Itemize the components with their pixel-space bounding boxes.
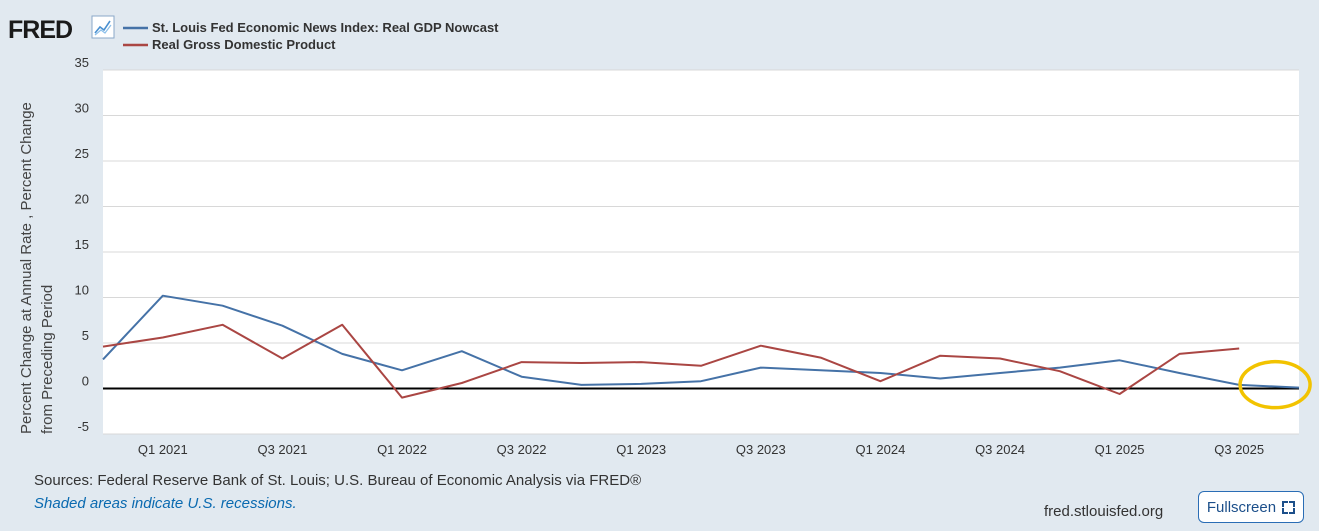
x-tick-label: Q1 2023 xyxy=(616,442,666,457)
x-tick-label: Q3 2023 xyxy=(736,442,786,457)
data-point[interactable] xyxy=(1296,385,1302,391)
data-point[interactable] xyxy=(758,343,764,349)
highlight-circle xyxy=(1238,359,1312,410)
data-point[interactable] xyxy=(937,375,943,381)
x-tick-label: Q1 2024 xyxy=(855,442,905,457)
y-tick-label: 15 xyxy=(75,237,89,252)
data-point[interactable] xyxy=(339,322,345,328)
data-point[interactable] xyxy=(877,378,883,384)
data-point[interactable] xyxy=(818,355,824,361)
data-point[interactable] xyxy=(698,363,704,369)
data-point[interactable] xyxy=(698,378,704,384)
annotation xyxy=(1238,359,1312,410)
data-point[interactable] xyxy=(1236,345,1242,351)
data-point[interactable] xyxy=(1176,351,1182,357)
recessions-link[interactable]: Shaded areas indicate U.S. recessions. xyxy=(34,495,297,512)
data-point[interactable] xyxy=(459,348,465,354)
data-point[interactable] xyxy=(339,351,345,357)
y-axis-title-line-1: Percent Change at Annual Rate , Percent … xyxy=(18,102,35,434)
data-point[interactable] xyxy=(1117,357,1123,363)
data-point[interactable] xyxy=(818,367,824,373)
data-point[interactable] xyxy=(758,365,764,371)
y-tick-label: -5 xyxy=(77,419,89,434)
series xyxy=(100,293,1302,401)
data-point[interactable] xyxy=(399,395,405,401)
fullscreen-label: Fullscreen xyxy=(1206,498,1277,516)
x-tick-label: Q3 2021 xyxy=(257,442,307,457)
data-point[interactable] xyxy=(1117,391,1123,397)
data-point[interactable] xyxy=(1176,370,1182,376)
data-point[interactable] xyxy=(220,322,226,328)
data-point[interactable] xyxy=(279,355,285,361)
y-ticks: 35 30 25 20 15 10 5 0 -5 xyxy=(75,55,89,434)
legend: St. Louis Fed Economic News Index: Real … xyxy=(123,20,499,52)
x-tick-label: Q1 2025 xyxy=(1095,442,1145,457)
series-line-gdp[interactable] xyxy=(102,323,1240,399)
grid xyxy=(103,69,1299,435)
data-point[interactable] xyxy=(100,356,106,362)
data-point[interactable] xyxy=(578,360,584,366)
data-point[interactable] xyxy=(519,374,525,380)
expand-icon xyxy=(1282,500,1296,514)
data-point[interactable] xyxy=(638,381,644,387)
data-point[interactable] xyxy=(160,335,166,341)
x-tick-label: Q3 2022 xyxy=(497,442,547,457)
site-url[interactable]: fred.stlouisfed.org xyxy=(1044,503,1164,520)
sources-text: Sources: Federal Reserve Bank of St. Lou… xyxy=(34,472,642,489)
data-point[interactable] xyxy=(997,370,1003,376)
series-line-nowcast[interactable] xyxy=(102,294,1300,389)
data-point[interactable] xyxy=(877,370,883,376)
x-tick-label: Q3 2025 xyxy=(1214,442,1264,457)
data-point[interactable] xyxy=(399,367,405,373)
data-point[interactable] xyxy=(220,303,226,309)
data-point[interactable] xyxy=(578,382,584,388)
line-chart-icon xyxy=(91,15,115,39)
y-tick-label: 20 xyxy=(75,192,89,207)
fred-logo[interactable]: FRED xyxy=(8,16,73,44)
data-point[interactable] xyxy=(459,380,465,386)
data-point[interactable] xyxy=(519,359,525,365)
data-point[interactable] xyxy=(279,323,285,329)
x-ticks: Q1 2021 Q3 2021 Q1 2022 Q3 2022 Q1 2023 Q3 20… xyxy=(138,442,1264,457)
data-point[interactable] xyxy=(160,293,166,299)
data-point[interactable] xyxy=(997,355,1003,361)
y-tick-label: 30 xyxy=(75,101,89,116)
y-tick-label: 0 xyxy=(82,374,89,389)
y-tick-label: 10 xyxy=(75,283,89,298)
legend-label-gdp: Real Gross Domestic Product xyxy=(152,37,336,52)
data-point[interactable] xyxy=(937,353,943,359)
x-tick-label: Q3 2024 xyxy=(975,442,1025,457)
y-tick-label: 35 xyxy=(75,55,89,70)
legend-label-nowcast: St. Louis Fed Economic News Index: Real … xyxy=(152,20,499,35)
y-tick-label: 5 xyxy=(82,328,89,343)
y-axis-title-line-2: from Preceding Period xyxy=(39,285,56,434)
x-tick-label: Q1 2021 xyxy=(138,442,188,457)
fullscreen-button[interactable]: Fullscreen xyxy=(1198,491,1304,523)
data-point[interactable] xyxy=(100,344,106,350)
data-point[interactable] xyxy=(638,359,644,365)
x-tick-label: Q1 2022 xyxy=(377,442,427,457)
data-point[interactable] xyxy=(1057,368,1063,374)
y-tick-label: 25 xyxy=(75,146,89,161)
